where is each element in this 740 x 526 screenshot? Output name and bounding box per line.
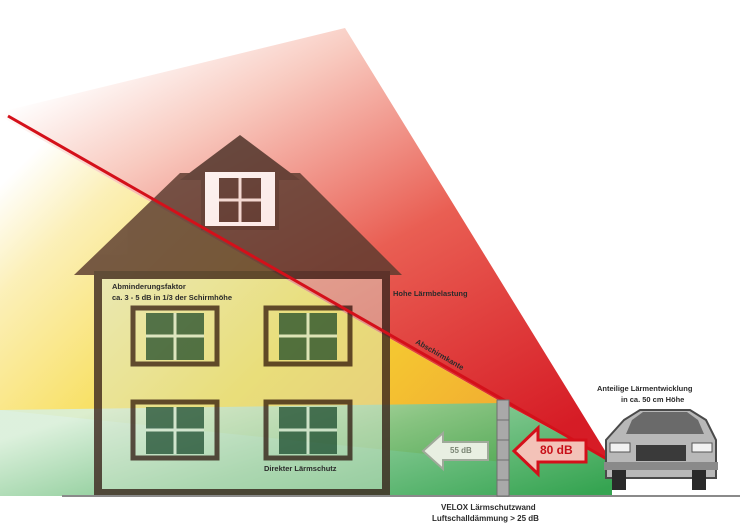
window-bottom-left — [130, 399, 220, 461]
window-bottom-right — [263, 399, 353, 461]
direct-noise-label: Direkter Lärmschutz — [264, 464, 337, 473]
window-top-right — [263, 305, 353, 367]
high-noise-label: Hohe Lärmbelastung — [393, 289, 468, 298]
incoming-arrow-label: 80 dB — [540, 443, 573, 457]
wall-name-label: VELOX Lärmschutzwand — [441, 503, 536, 512]
window-top-left — [130, 305, 220, 367]
wall-reduction-label: Luftschalldämmung > 25 dB — [432, 514, 539, 523]
transmitted-noise-arrow — [421, 430, 489, 472]
yellow-attenuation-cone — [0, 116, 503, 462]
incoming-noise-arrow — [511, 424, 588, 478]
velox-noise-wall — [496, 399, 510, 497]
diffraction-line — [7, 114, 613, 464]
car-noise-height: in ca. 50 cm Höhe — [621, 395, 685, 404]
attenuation-detail: ca. 3 - 5 dB in 1/3 der Schirmhöhe — [112, 293, 233, 302]
house — [74, 135, 402, 497]
car-noise-title: Anteilige Lärmentwicklung — [597, 384, 693, 393]
transmitted-arrow-label: 55 dB — [450, 446, 472, 455]
car — [604, 409, 718, 490]
attenuation-title: Abminderungsfaktor — [112, 282, 186, 291]
